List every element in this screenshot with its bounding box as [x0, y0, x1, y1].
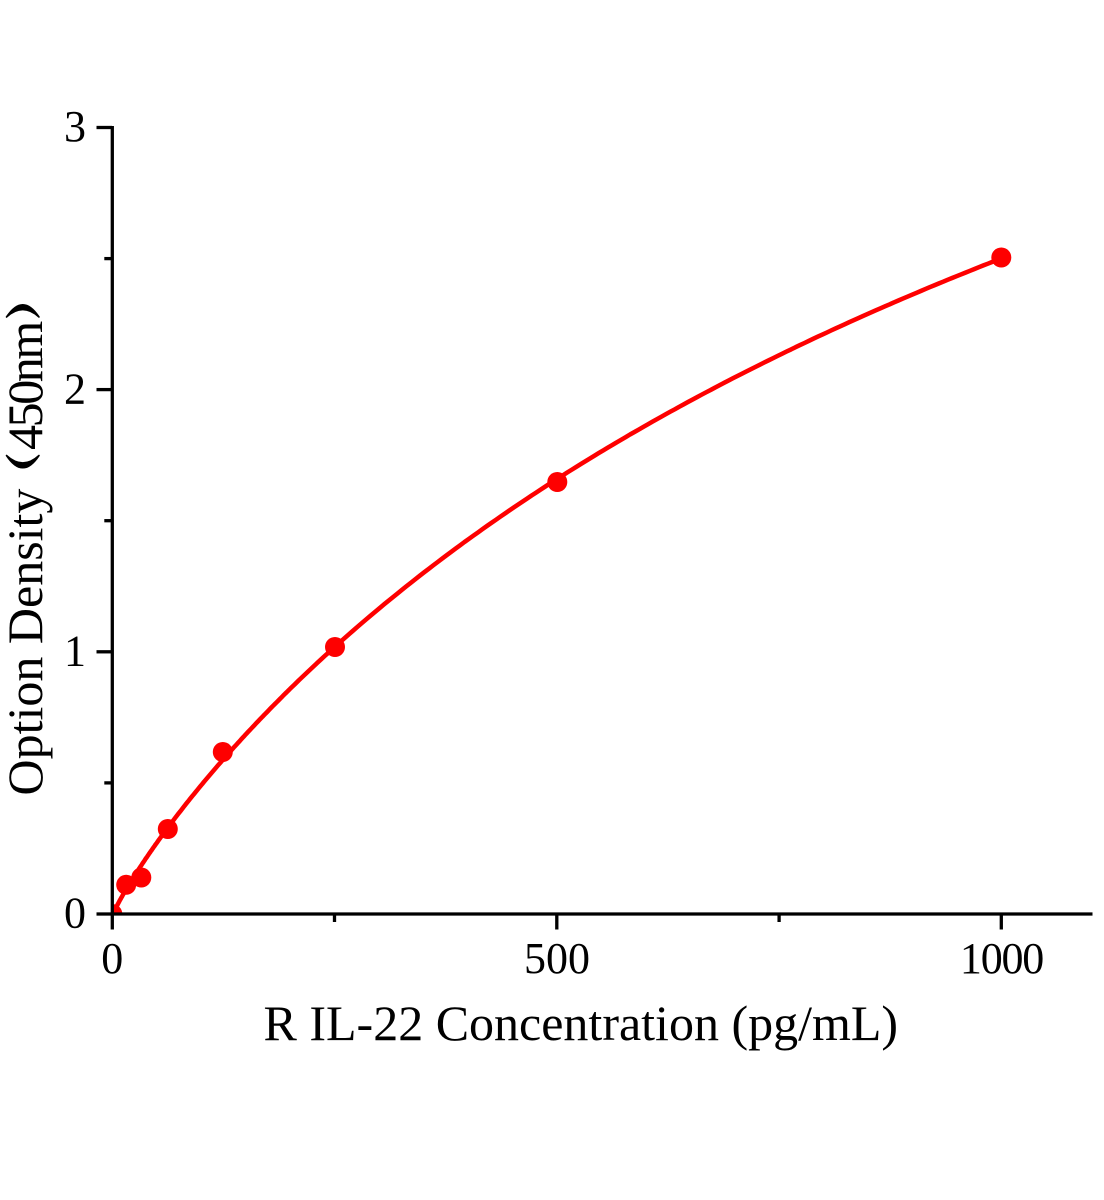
svg-text:0: 0	[64, 889, 86, 938]
svg-text:1000: 1000	[960, 934, 1043, 983]
svg-text:0: 0	[101, 934, 123, 983]
svg-text:1: 1	[64, 627, 86, 676]
svg-text:3: 3	[64, 102, 86, 151]
svg-text:Option Density: Option Density	[0, 489, 53, 796]
svg-text:R IL-22 Concentration (pg/mL): R IL-22 Concentration (pg/mL)	[264, 995, 899, 1051]
svg-text:450nm: 450nm	[0, 321, 53, 450]
svg-text:500: 500	[524, 934, 590, 983]
svg-text:2: 2	[64, 364, 86, 413]
